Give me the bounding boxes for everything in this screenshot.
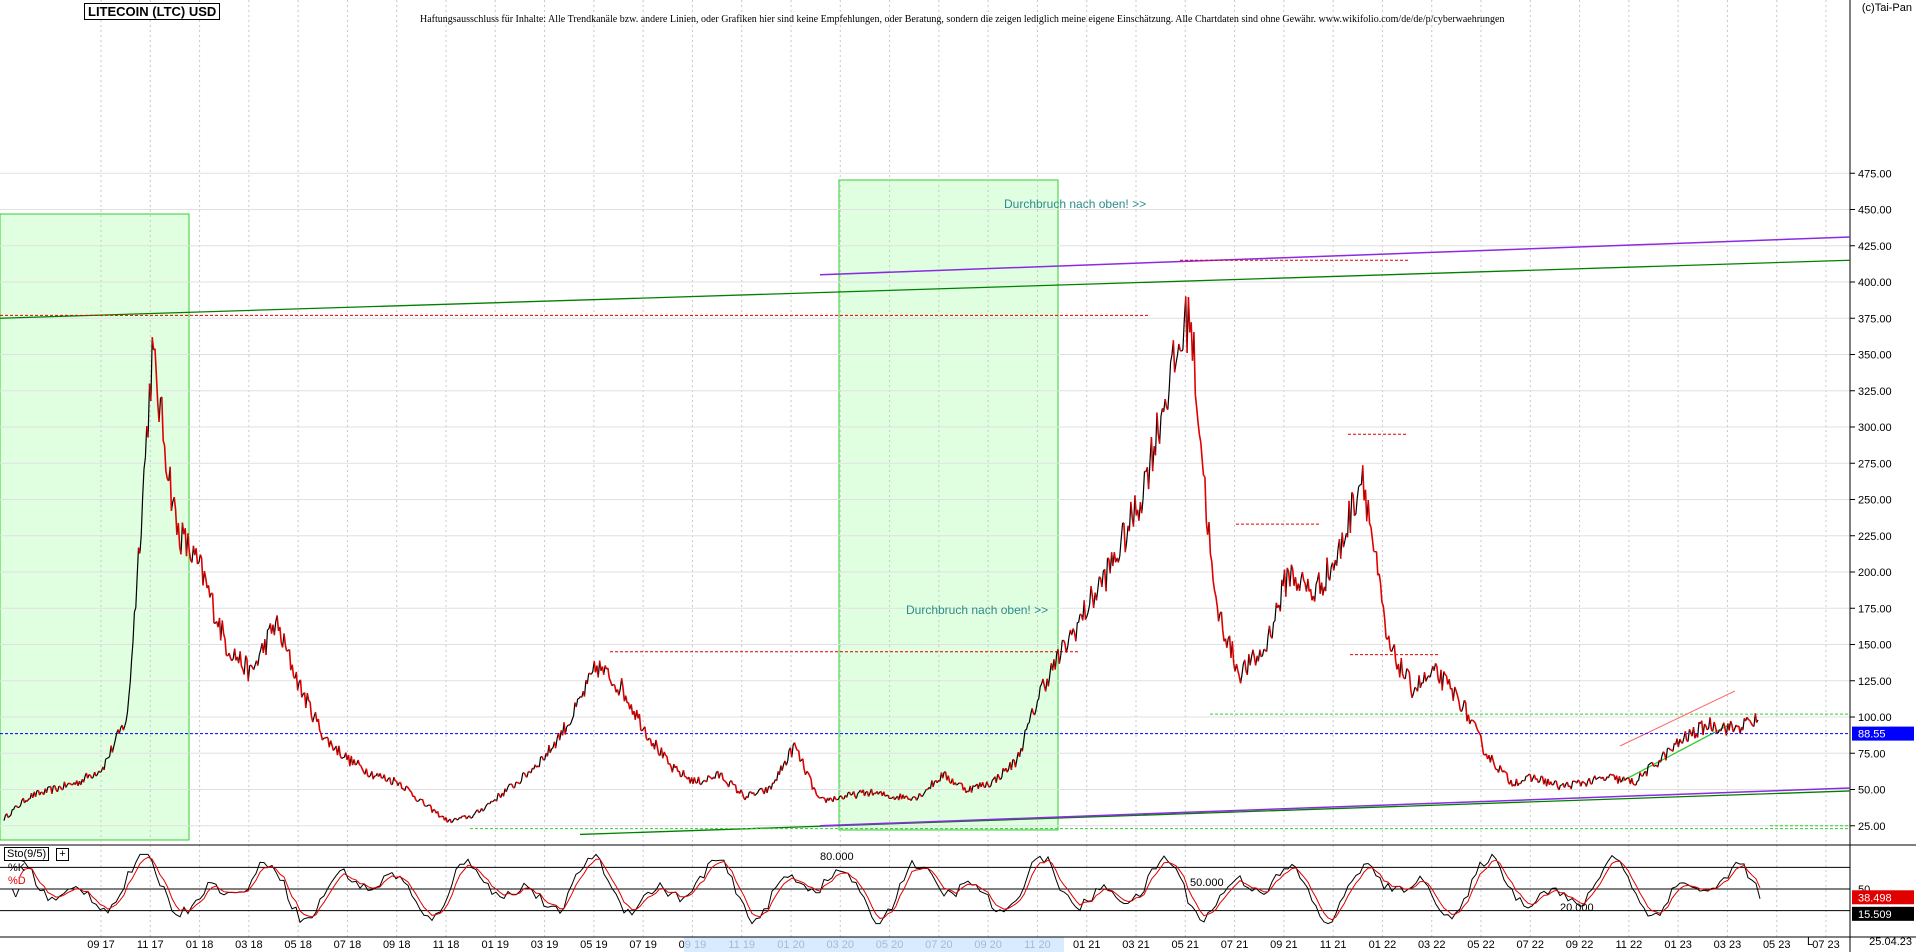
x-tick-label: 05 19 — [580, 939, 608, 951]
y-tick-label: 125.00 — [1858, 676, 1892, 688]
y-tick-label: 425.00 — [1858, 241, 1892, 253]
y-tick-label: 225.00 — [1858, 531, 1892, 543]
x-tick-label: 09 18 — [383, 939, 411, 951]
x-tick-label: 05 22 — [1467, 939, 1495, 951]
y-tick-label: 375.00 — [1858, 313, 1892, 325]
x-tick-label: 01 19 — [482, 939, 510, 951]
rising-resistance-2023 — [1619, 690, 1736, 747]
x-tick-label: 03 21 — [1122, 939, 1150, 951]
y-tick-label: 50.00 — [1858, 785, 1886, 797]
x-tick-label: 11 18 — [433, 939, 460, 951]
y-tick-label: 475.00 — [1858, 168, 1892, 180]
copyright-label: (c)Tai-Pan — [1861, 2, 1912, 14]
upper-trend-purple — [819, 236, 1851, 276]
x-tick-label: 07 22 — [1517, 939, 1545, 951]
indicator-name[interactable]: Sto(9/5) — [4, 847, 50, 861]
stoch-d-badge — [1852, 906, 1914, 921]
x-tick-label: 09 22 — [1566, 939, 1594, 951]
x-tick-label: 01 22 — [1369, 939, 1397, 951]
consolidation-zone-1 — [0, 213, 190, 841]
stoch-level-80: 80.000 — [820, 851, 854, 863]
l-label: L — [1807, 936, 1814, 948]
y-tick-label: 75.00 — [1858, 748, 1886, 760]
x-tick-label: 07 19 — [629, 939, 657, 951]
indicator-k-label: %K — [8, 862, 26, 874]
y-tick-label: 175.00 — [1858, 603, 1892, 615]
x-tick-label: 01 18 — [186, 939, 214, 951]
x-tick-label: 05 23 — [1763, 939, 1791, 951]
x-tick-label: 11 21 — [1320, 939, 1347, 951]
y-tick-label: 200.00 — [1858, 567, 1892, 579]
y-tick-label: 25.00 — [1858, 821, 1886, 833]
x-tick-label: 11 22 — [1615, 939, 1642, 951]
x-tick-label: 03 23 — [1714, 939, 1742, 951]
y-tick-label: 300.00 — [1858, 422, 1892, 434]
add-indicator-button[interactable]: + — [56, 848, 69, 861]
y-tick-label: 450.00 — [1858, 205, 1892, 217]
x-tick-label: 05 18 — [284, 939, 312, 951]
stoch-k-line — [19, 853, 1761, 925]
y-tick-label: 275.00 — [1858, 458, 1892, 470]
indicator-v-label: V — [12, 888, 20, 900]
x-tick-label: 01 21 — [1073, 939, 1101, 951]
disclaimer-text: Haftungsausschluss für Inhalte: Alle Tre… — [420, 14, 1505, 25]
lower-trend-purple — [819, 787, 1851, 827]
current-price-value: 88.55 — [1858, 729, 1886, 741]
x-tick-label: 03 22 — [1418, 939, 1446, 951]
stoch-level-20: 20.000 — [1560, 902, 1594, 914]
x-tick-label: 03 18 — [235, 939, 263, 951]
x-tick-label: 07 21 — [1221, 939, 1249, 951]
chart-title: LITECOIN (LTC) USD — [84, 3, 221, 20]
annotation-breakout-lower: Durchbruch nach oben! >> — [906, 603, 1048, 617]
time-range-highlight — [684, 937, 1064, 952]
current-price-badge — [1852, 726, 1914, 741]
current-date: 25.04.23 — [1869, 936, 1912, 948]
y-tick-label: 400.00 — [1858, 277, 1892, 289]
upper-trend-green — [0, 259, 1851, 319]
annotation-breakout-upper: Durchbruch nach oben! >> — [1004, 197, 1146, 211]
x-tick-label: 11 17 — [137, 939, 164, 951]
x-tick-label: 01 23 — [1664, 939, 1692, 951]
y-tick-label: 150.00 — [1858, 640, 1892, 652]
indicator-d-label: %D — [8, 875, 26, 887]
y-tick-label: 325.00 — [1858, 386, 1892, 398]
stoch-d-line — [19, 856, 1761, 921]
x-tick-label: 05 21 — [1172, 939, 1200, 951]
stoch-k-value: 38.498 — [1858, 892, 1892, 904]
price-series-down — [5, 296, 1758, 824]
lower-trend-green — [579, 790, 1851, 836]
x-tick-label: 09 21 — [1270, 939, 1298, 951]
y-tick-label: 250.00 — [1858, 495, 1892, 507]
x-tick-label: 09 17 — [87, 939, 115, 951]
x-tick-label: 07 18 — [334, 939, 362, 951]
stoch-level-50: 50.000 — [1190, 877, 1224, 889]
x-tick-label: 07 23 — [1812, 939, 1840, 951]
stoch-d-value: 15.509 — [1858, 909, 1892, 921]
y-tick-label: 100.00 — [1858, 712, 1892, 724]
stoch-k-badge — [1852, 890, 1914, 905]
x-tick-label: 03 19 — [531, 939, 559, 951]
y-tick-label: 350.00 — [1858, 350, 1892, 362]
